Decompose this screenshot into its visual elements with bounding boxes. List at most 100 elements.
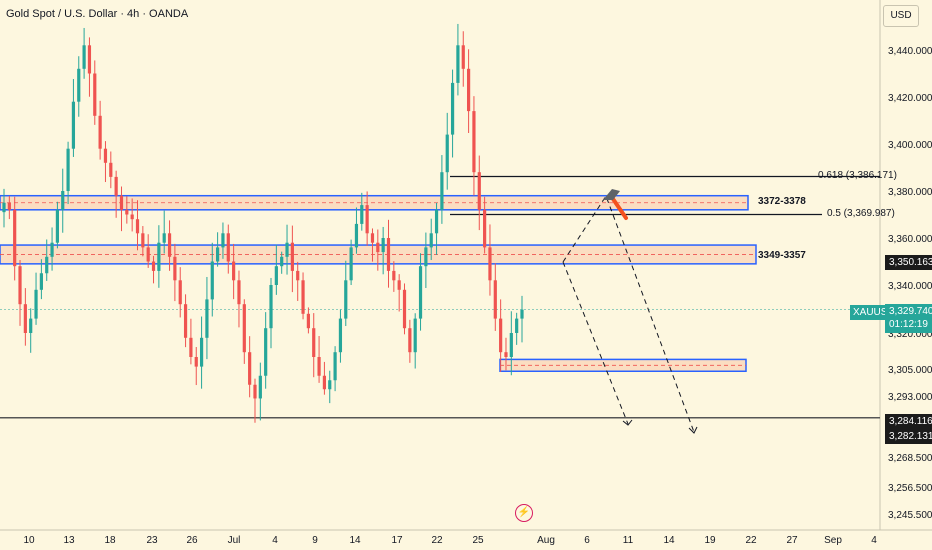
fib-label-618: 0.618 (3,386.171) xyxy=(818,170,897,181)
arrow-head-icon xyxy=(688,426,698,434)
candle-body xyxy=(232,261,236,281)
candle-body xyxy=(264,328,268,376)
y-tick-label: 3,360.000 xyxy=(888,234,932,245)
candle-body xyxy=(440,172,444,210)
candle-body xyxy=(205,299,209,338)
candle-body xyxy=(306,313,310,329)
candle-body xyxy=(488,247,492,281)
candle-body xyxy=(483,209,487,248)
chart-title: Gold Spot / U.S. Dollar · 4h · OANDA xyxy=(6,8,189,20)
candle-body xyxy=(504,352,508,357)
candle-body xyxy=(365,205,369,234)
y-tick-label: 3,320.000 xyxy=(888,329,932,340)
candle-body xyxy=(82,45,86,69)
candle-body xyxy=(520,309,524,319)
candle-body xyxy=(274,266,278,285)
candle-body xyxy=(173,256,177,281)
candle-body xyxy=(189,337,193,357)
candle-body xyxy=(29,318,33,333)
y-tick-label: 3,245.500 xyxy=(888,510,932,521)
candle-body xyxy=(424,247,428,267)
candle-body xyxy=(194,357,198,367)
x-tick-label: 4 xyxy=(272,535,278,546)
candle-body xyxy=(280,256,284,267)
candle-body xyxy=(397,280,401,290)
candle-body xyxy=(39,273,43,290)
candle-body xyxy=(114,176,118,196)
candle-body xyxy=(269,285,273,329)
candle-body xyxy=(167,233,172,257)
x-tick-label: 25 xyxy=(472,535,484,546)
x-tick-label: 14 xyxy=(663,535,675,546)
x-tick-label: 14 xyxy=(349,535,361,546)
y-tick-label: 3,293.000 xyxy=(888,392,932,403)
candle-body xyxy=(141,233,145,248)
candle-body xyxy=(290,242,294,271)
candle-body xyxy=(183,304,188,338)
candle-body xyxy=(344,280,348,319)
x-tick-label: 22 xyxy=(431,535,443,546)
candle-body xyxy=(199,337,204,367)
x-tick-label: 19 xyxy=(704,535,716,546)
candle-body xyxy=(429,233,433,248)
projection-path-b xyxy=(562,261,629,425)
candle-body xyxy=(242,304,246,353)
x-tick-label: Aug xyxy=(537,535,555,546)
candle-body xyxy=(386,238,391,271)
candle-body xyxy=(466,68,471,112)
candle-body xyxy=(162,233,166,243)
zone-label-upper: 3372-3378 xyxy=(758,196,806,207)
candle-body xyxy=(445,134,449,173)
candle-body xyxy=(370,233,375,243)
candle-body xyxy=(450,82,455,135)
candle-body xyxy=(146,247,150,262)
current-price: 3,329.740 xyxy=(889,306,932,317)
candle-body xyxy=(402,289,407,329)
candle-body xyxy=(125,209,129,215)
y-tick-label: 3,268.500 xyxy=(888,453,932,464)
price-tag-3282: 3,282.131 xyxy=(885,429,932,444)
arrow-head-icon xyxy=(622,419,633,426)
candle-body xyxy=(333,352,337,381)
x-tick-label: 17 xyxy=(391,535,403,546)
candle-body xyxy=(23,304,27,333)
x-tick-label: Jul xyxy=(228,535,241,546)
candle-body xyxy=(135,219,140,234)
candle-body xyxy=(13,209,17,267)
candle-body xyxy=(77,68,81,102)
candle-body xyxy=(119,195,124,210)
candle-body xyxy=(434,209,439,234)
candle-body xyxy=(93,73,97,116)
current-price-tag: 3,329.740 01:12:19 xyxy=(885,304,932,333)
price-tag-3350: 3,350.163 xyxy=(885,255,932,270)
candle-body xyxy=(248,352,252,385)
candle-body xyxy=(45,256,49,274)
candle-body xyxy=(258,375,262,399)
candle-body xyxy=(210,261,214,300)
y-tick-label: 3,256.500 xyxy=(888,483,932,494)
candle-body xyxy=(61,191,65,210)
candle-body xyxy=(130,214,134,220)
y-tick-label: 3,380.000 xyxy=(888,187,932,198)
candle-body xyxy=(98,115,102,149)
candle-body xyxy=(7,202,11,210)
currency-button[interactable]: USD xyxy=(883,5,919,27)
candle-body xyxy=(301,280,305,314)
bar-countdown: 01:12:19 xyxy=(889,319,928,330)
x-tick-label: 11 xyxy=(623,535,634,546)
x-tick-label: Sep xyxy=(824,535,842,546)
candle-body xyxy=(71,101,76,149)
candle-body xyxy=(349,247,353,281)
lightning-icon[interactable]: ⚡ xyxy=(515,504,533,522)
candle-body xyxy=(34,289,38,319)
x-tick-label: 22 xyxy=(745,535,757,546)
candle-body xyxy=(493,280,497,319)
candle-body xyxy=(87,45,92,74)
candle-body xyxy=(317,357,321,376)
x-tick-label: 6 xyxy=(584,535,590,546)
candle-body xyxy=(109,162,113,177)
x-tick-label: 9 xyxy=(312,535,318,546)
candle-body xyxy=(296,270,300,281)
candle-body xyxy=(376,242,380,253)
